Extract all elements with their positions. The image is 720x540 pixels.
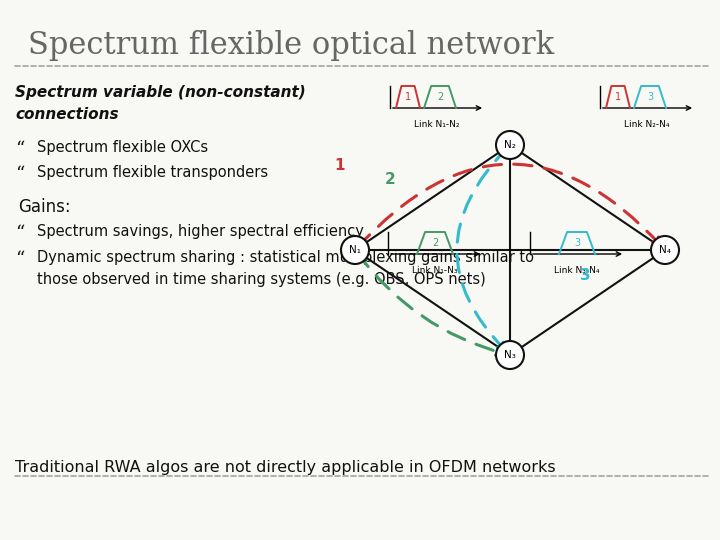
- Text: “: “: [15, 250, 24, 268]
- Text: N₄: N₄: [659, 245, 671, 255]
- Text: Link N₁-N₃: Link N₁-N₃: [413, 266, 458, 275]
- Text: Link N₂-N₄: Link N₂-N₄: [624, 120, 670, 129]
- Text: N₁: N₁: [349, 245, 361, 255]
- Text: Spectrum flexible optical network: Spectrum flexible optical network: [28, 30, 554, 61]
- Text: 2: 2: [432, 239, 438, 248]
- Text: 3: 3: [647, 92, 653, 103]
- Circle shape: [341, 236, 369, 264]
- Text: 1: 1: [405, 92, 411, 103]
- Text: “: “: [15, 140, 24, 158]
- Text: Traditional RWA algos are not directly applicable in OFDM networks: Traditional RWA algos are not directly a…: [15, 460, 556, 475]
- Text: Gains:: Gains:: [18, 198, 71, 216]
- Text: 3: 3: [574, 239, 580, 248]
- Text: Link N₃-N₄: Link N₃-N₄: [554, 266, 600, 275]
- Text: Dynamic spectrum sharing : statistical multiplexing gains similar to: Dynamic spectrum sharing : statistical m…: [37, 250, 534, 265]
- FancyArrowPatch shape: [457, 147, 508, 350]
- Text: Link N₁-N₂: Link N₁-N₂: [414, 120, 460, 129]
- Text: N₂: N₂: [504, 140, 516, 150]
- Text: 1: 1: [335, 158, 346, 172]
- FancyArrowPatch shape: [356, 252, 504, 355]
- Text: N₃: N₃: [504, 350, 516, 360]
- Text: Spectrum savings, higher spectral efficiency: Spectrum savings, higher spectral effici…: [37, 224, 364, 239]
- Text: “: “: [15, 165, 24, 183]
- Text: Spectrum variable (non-constant)
connections: Spectrum variable (non-constant) connect…: [15, 85, 306, 122]
- Text: 2: 2: [437, 92, 443, 103]
- Text: 2: 2: [384, 172, 395, 187]
- Text: “: “: [15, 224, 24, 242]
- FancyArrowPatch shape: [357, 164, 661, 248]
- Text: Spectrum flexible OXCs: Spectrum flexible OXCs: [37, 140, 208, 155]
- Text: Spectrum flexible transponders: Spectrum flexible transponders: [37, 165, 268, 180]
- Text: those observed in time sharing systems (e.g. OBS, OPS nets): those observed in time sharing systems (…: [37, 272, 486, 287]
- Text: 3: 3: [580, 267, 590, 282]
- Text: 1: 1: [615, 92, 621, 103]
- Circle shape: [651, 236, 679, 264]
- Circle shape: [496, 341, 524, 369]
- Circle shape: [496, 131, 524, 159]
